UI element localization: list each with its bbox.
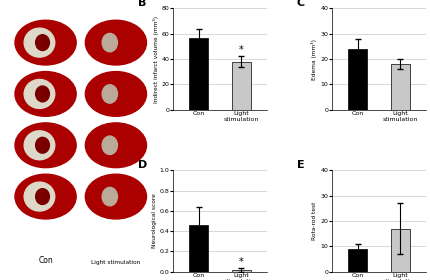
Text: D: D <box>138 160 147 170</box>
Bar <box>232 270 251 272</box>
Ellipse shape <box>85 72 147 116</box>
Text: B: B <box>138 0 146 8</box>
Ellipse shape <box>15 72 76 116</box>
Ellipse shape <box>24 182 55 211</box>
Ellipse shape <box>85 20 147 65</box>
Ellipse shape <box>85 174 147 219</box>
Ellipse shape <box>36 86 49 102</box>
Ellipse shape <box>85 123 147 168</box>
Text: Light stimulation: Light stimulation <box>91 260 141 265</box>
Ellipse shape <box>15 20 76 65</box>
Bar <box>348 249 367 272</box>
Bar <box>232 62 251 110</box>
Text: Con: Con <box>38 256 53 265</box>
Bar <box>391 228 410 272</box>
Ellipse shape <box>102 136 117 155</box>
Ellipse shape <box>24 80 55 108</box>
Ellipse shape <box>15 123 76 168</box>
Ellipse shape <box>36 137 49 153</box>
Text: *: * <box>239 45 244 55</box>
Ellipse shape <box>102 85 117 103</box>
Text: *: * <box>239 256 244 267</box>
Y-axis label: Edema (mm³): Edema (mm³) <box>311 39 317 80</box>
Ellipse shape <box>36 189 49 204</box>
Text: E: E <box>297 160 304 170</box>
Bar <box>189 38 209 110</box>
Ellipse shape <box>24 131 55 160</box>
Y-axis label: Indirect infarct volume (mm³): Indirect infarct volume (mm³) <box>153 15 159 102</box>
Text: A: A <box>9 14 18 24</box>
Y-axis label: Neurological score: Neurological score <box>152 193 157 248</box>
Text: C: C <box>297 0 305 8</box>
Bar <box>391 64 410 110</box>
Ellipse shape <box>36 35 49 50</box>
Bar <box>189 225 209 272</box>
Ellipse shape <box>15 174 76 219</box>
Y-axis label: Rota-rod test: Rota-rod test <box>313 202 317 240</box>
Ellipse shape <box>24 28 55 57</box>
Ellipse shape <box>102 187 117 206</box>
Bar <box>348 49 367 110</box>
Ellipse shape <box>102 33 117 52</box>
